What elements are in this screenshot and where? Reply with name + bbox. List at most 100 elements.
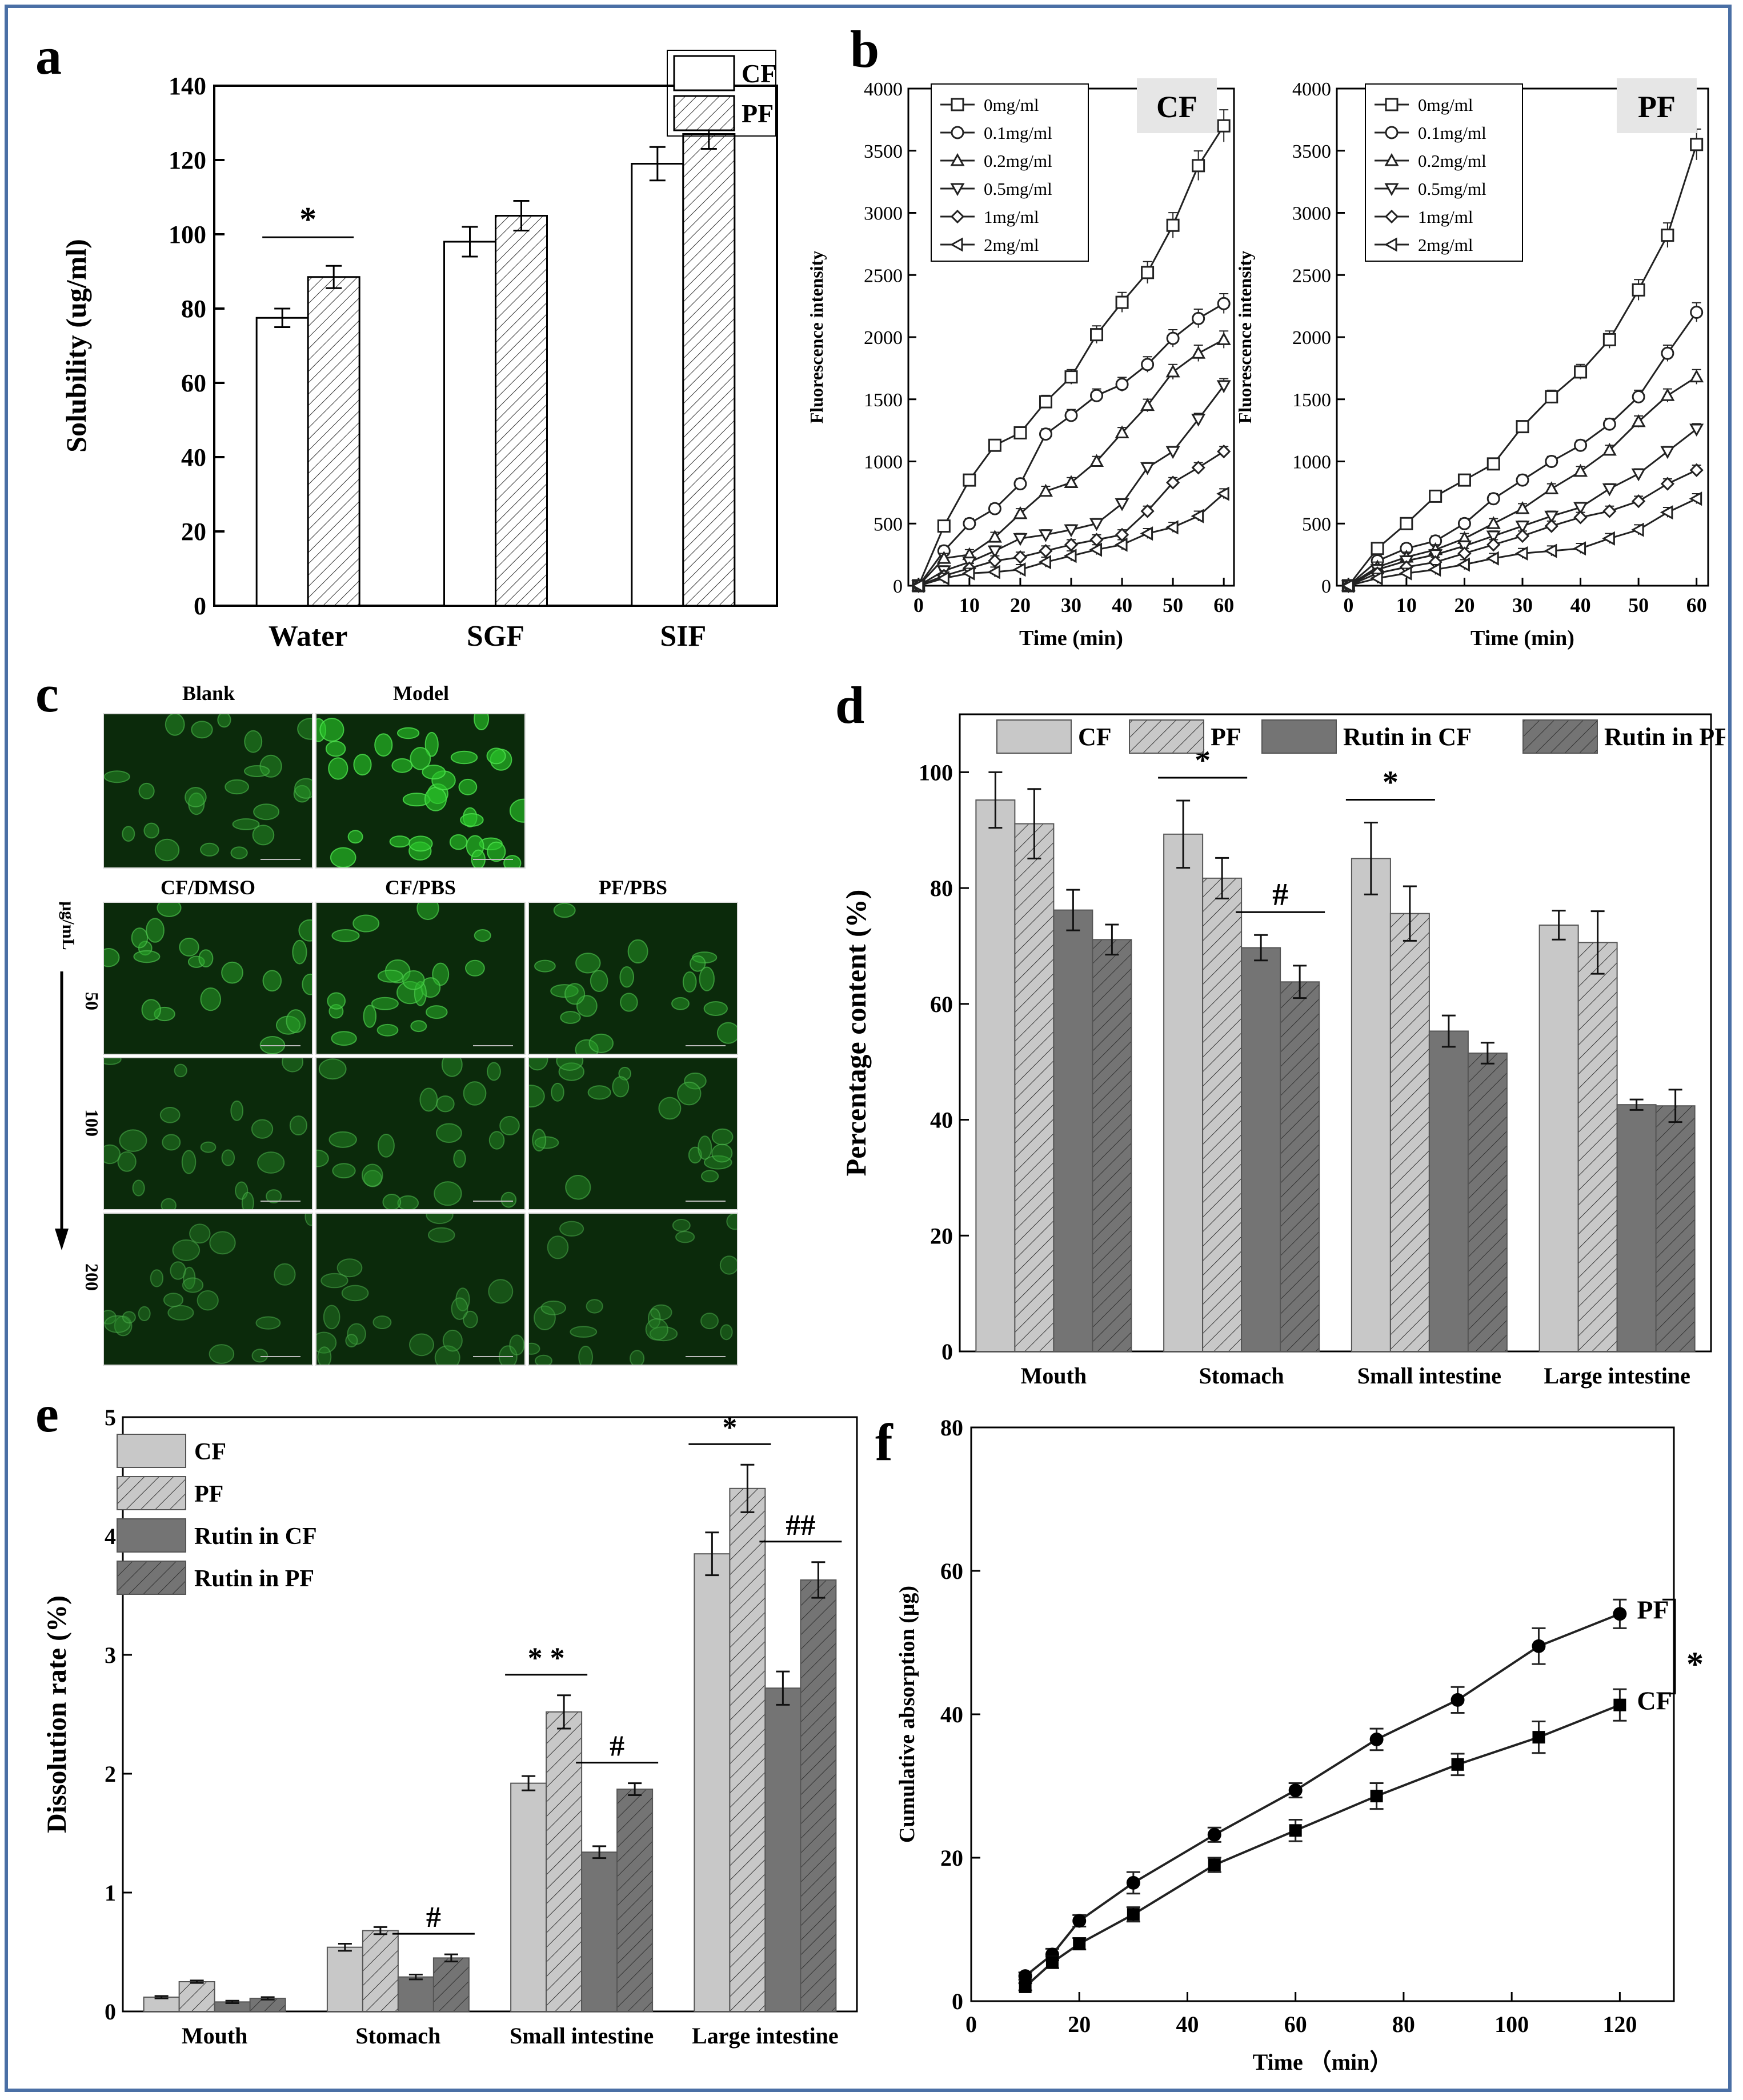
data-point bbox=[1602, 504, 1617, 518]
data-point bbox=[1602, 531, 1615, 546]
data-point bbox=[1140, 462, 1155, 475]
y-tick-label: 2000 bbox=[1292, 327, 1331, 349]
y-tick-label: 0 bbox=[952, 1989, 963, 2014]
bar bbox=[764, 1687, 802, 2012]
data-point bbox=[1191, 509, 1204, 523]
data-point bbox=[1514, 546, 1528, 561]
micro-label-model: Model bbox=[393, 682, 449, 705]
data-point bbox=[1451, 1693, 1465, 1707]
micrograph-model bbox=[315, 713, 526, 869]
bar bbox=[1202, 877, 1243, 1353]
legend-label: 2mg/ml bbox=[1418, 235, 1473, 255]
legend-label: CF bbox=[1078, 723, 1112, 751]
legend-label: 0.5mg/ml bbox=[984, 179, 1052, 199]
bar bbox=[1092, 939, 1132, 1352]
micrograph-cell bbox=[528, 1213, 738, 1366]
x-tick-label: SIF bbox=[660, 620, 706, 653]
row-label-100: 100 bbox=[82, 1109, 102, 1137]
data-point bbox=[1064, 538, 1079, 552]
legend-marker bbox=[1385, 98, 1399, 111]
data-point bbox=[1165, 446, 1180, 459]
significance-mark: # bbox=[426, 1901, 441, 1934]
data-point bbox=[1544, 519, 1558, 533]
data-point bbox=[1115, 425, 1129, 438]
y-tick-label: 40 bbox=[930, 1107, 953, 1133]
data-point bbox=[1216, 380, 1231, 393]
bar bbox=[800, 1579, 837, 2012]
bar bbox=[1428, 1030, 1469, 1352]
chart-title: PF bbox=[1638, 90, 1676, 124]
data-point bbox=[1038, 555, 1051, 570]
legend-marker bbox=[950, 153, 965, 166]
bar bbox=[1351, 858, 1391, 1352]
data-point bbox=[1013, 506, 1028, 519]
data-point bbox=[1689, 491, 1702, 506]
chart-title: CF bbox=[1156, 90, 1197, 124]
x-tick-label: Small intestine bbox=[1357, 1363, 1501, 1389]
legend-label: PF bbox=[1211, 723, 1241, 751]
data-point bbox=[1126, 1875, 1140, 1890]
y-tick-label: 4000 bbox=[1292, 79, 1331, 100]
legend-marker bbox=[950, 183, 965, 197]
data-point bbox=[1039, 543, 1053, 558]
bar bbox=[631, 163, 684, 607]
concentration-axis: μg/mL 50 bbox=[55, 901, 102, 1250]
data-point bbox=[1019, 1980, 1032, 1993]
y-tick-label: 80 bbox=[181, 295, 206, 323]
bar bbox=[510, 1782, 547, 2012]
micrograph-cell bbox=[528, 1057, 738, 1210]
data-point bbox=[1660, 477, 1675, 491]
y-tick-label: 5 bbox=[105, 1405, 116, 1430]
title-box bbox=[1617, 78, 1697, 133]
data-point bbox=[1192, 311, 1205, 325]
legend-label: CF bbox=[742, 59, 776, 88]
y-tick-label: 60 bbox=[940, 1558, 963, 1584]
significance-mark: # bbox=[610, 1730, 624, 1763]
y-axis-label: Solubility (ug/ml) bbox=[60, 239, 92, 453]
fluorescent-cells bbox=[104, 903, 312, 1054]
y-tick-label: 500 bbox=[873, 514, 903, 535]
data-point bbox=[1018, 1969, 1032, 1983]
micro-col-pf-pbs: PF/PBS bbox=[598, 876, 667, 899]
data-point bbox=[1516, 420, 1529, 434]
data-point bbox=[1038, 529, 1053, 542]
micrograph-cell bbox=[103, 1213, 313, 1366]
data-point bbox=[1370, 1790, 1383, 1803]
data-point bbox=[1486, 538, 1501, 552]
legend-swatch bbox=[117, 1434, 186, 1468]
x-tick-label: Water bbox=[269, 620, 348, 653]
bar bbox=[546, 1711, 583, 2012]
legend-marker bbox=[951, 98, 964, 111]
x-tick-label: 40 bbox=[1176, 2011, 1199, 2037]
significance-mark: * bbox=[1383, 765, 1399, 801]
bar bbox=[1389, 913, 1430, 1352]
y-tick-label: 3 bbox=[105, 1642, 116, 1668]
panel-letter-f: f bbox=[875, 1413, 893, 1471]
data-point bbox=[1573, 510, 1588, 525]
y-tick-label: 500 bbox=[1302, 514, 1331, 535]
panel-letter-e: e bbox=[35, 1385, 59, 1443]
y-tick-label: 60 bbox=[181, 369, 206, 397]
x-axis-label: Time （min） bbox=[1253, 2049, 1393, 2075]
x-tick-label: 60 bbox=[1686, 594, 1707, 617]
significance-mark: * bbox=[1686, 1645, 1704, 1683]
chart-e-dissolution-rate: 0 1 2 3 4 5 Dissolution rate (%) Mouth Stomach Sm… bbox=[42, 1405, 858, 2049]
data-point bbox=[1660, 388, 1675, 401]
bar bbox=[616, 1789, 654, 2012]
bar bbox=[694, 1553, 731, 2012]
bar bbox=[682, 133, 736, 607]
concentration-unit: μg/mL bbox=[59, 901, 78, 950]
data-point bbox=[936, 551, 951, 564]
concentration-row-labels: 100 200 bbox=[82, 1109, 102, 1291]
data-point bbox=[1660, 505, 1673, 520]
y-tick-label: 40 bbox=[940, 1702, 963, 1727]
bar bbox=[362, 1930, 399, 2012]
bar bbox=[1053, 909, 1093, 1353]
x-tick-label: 30 bbox=[1061, 594, 1081, 617]
data-point bbox=[1192, 159, 1205, 173]
significance-mark: * bbox=[299, 200, 316, 238]
data-point bbox=[988, 502, 1001, 515]
x-tick-label: 120 bbox=[1602, 2011, 1637, 2037]
fluorescent-cells bbox=[104, 1214, 312, 1364]
legend-label: PF bbox=[194, 1481, 223, 1507]
